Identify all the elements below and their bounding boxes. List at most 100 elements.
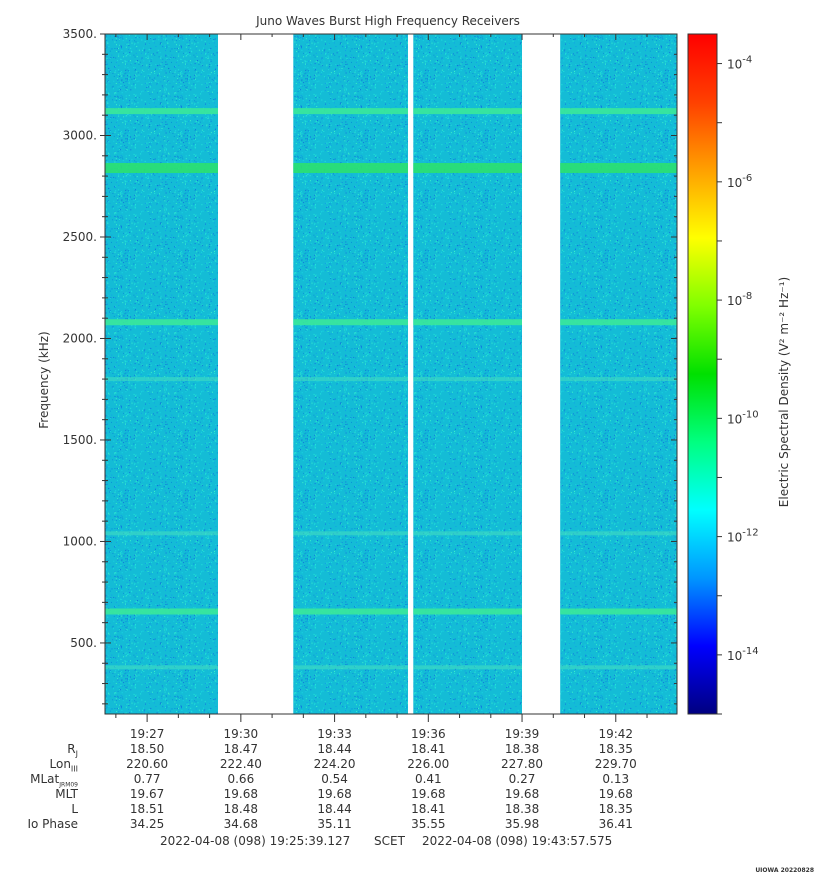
ephemeris-label: MLatJRM09 [30, 772, 78, 789]
emission-band-1 [104, 108, 218, 115]
colorbar-tick-label: 10-6 [727, 173, 752, 190]
ephemeris-value: 0.27 [508, 772, 536, 786]
data-segment-4 [560, 34, 678, 714]
ephemeris-value: 0.77 [133, 772, 161, 786]
ephemeris-value: 19.68 [223, 787, 259, 801]
colorbar-tick-label: 10-10 [727, 409, 759, 426]
emission-band-5 [413, 531, 522, 536]
ephemeris-value: 18.35 [598, 742, 633, 756]
ephemeris-value: 229.70 [594, 757, 637, 771]
emission-band-5 [293, 531, 408, 536]
emission-band-1 [413, 108, 522, 115]
emission-band-3 [413, 319, 522, 326]
x-tick-label: 19:33 [317, 727, 352, 741]
ephemeris-value: 227.80 [501, 757, 544, 771]
x-tick-label: 19:36 [411, 727, 446, 741]
colorbar-tick-label: 10-14 [727, 646, 759, 663]
colorbar-tick-label: 10-8 [727, 291, 752, 308]
emission-band-7 [293, 665, 408, 670]
emission-band-7 [413, 665, 522, 670]
ephemeris-value: 18.47 [223, 742, 259, 756]
y-tick-label: 3500. [63, 27, 97, 41]
colorbar-label: Electric Spectral Density (V² m⁻² Hz⁻¹) [777, 277, 791, 507]
ephemeris-value: 18.41 [411, 802, 446, 816]
ephemeris-value: 18.50 [129, 742, 165, 756]
emission-band-4 [560, 377, 678, 382]
ephemeris-value: 18.35 [598, 802, 633, 816]
emission-band-4 [293, 377, 408, 382]
y-axis-label: Frequency (kHz) [37, 331, 51, 428]
emission-band-7 [560, 665, 678, 670]
emission-band-5 [104, 531, 218, 536]
x-axis: 19:27 19:30 19:33 19:36 19:39 19:42 [115, 34, 648, 741]
y-tick-label: 2000. [63, 331, 97, 345]
ephemeris-value: 18.41 [411, 742, 446, 756]
ephemeris-value: 222.40 [219, 757, 262, 771]
ephemeris-label: Io Phase [27, 817, 78, 831]
y-tick-label: 1500. [63, 433, 97, 447]
footer-end: 2022-04-08 (098) 19:43:57.575 [422, 834, 613, 848]
plot-frame [104, 33, 678, 715]
ephemeris-value: 19.68 [598, 787, 633, 801]
emission-band-1 [293, 108, 408, 115]
emission-band-2 [560, 163, 678, 173]
colorbar: 10-4 10-6 10-8 10-10 10-12 10-14 [687, 33, 759, 715]
emission-band-2 [293, 163, 408, 173]
footer-time-range: 2022-04-08 (098) 19:25:39.127 SCET 2022-… [0, 834, 815, 850]
data-segment-1 [104, 34, 218, 714]
emission-band-4 [413, 377, 522, 382]
ephemeris-value: 18.48 [223, 802, 259, 816]
data-segment-3 [413, 34, 522, 714]
emission-band-6 [293, 608, 408, 615]
x-tick-label: 19:39 [505, 727, 540, 741]
ephemeris-value: 19.67 [129, 787, 165, 801]
x-tick-label: 19:27 [130, 727, 165, 741]
ephemeris-value: 18.44 [317, 802, 352, 816]
ephemeris-value: 0.54 [321, 772, 348, 786]
emission-band-4 [104, 377, 218, 382]
x-tick-label: 19:42 [598, 727, 633, 741]
ephemeris-label: RJ [67, 742, 78, 759]
ephemeris-value: 35.55 [411, 817, 446, 831]
emission-band-6 [413, 608, 522, 615]
ephemeris-value: 19.68 [411, 787, 446, 801]
ephemeris-value: 18.38 [504, 802, 540, 816]
emission-band-6 [104, 608, 218, 615]
ephemeris-value: 36.41 [598, 817, 633, 831]
ephemeris-value: 226.00 [407, 757, 450, 771]
ephemeris-value: 18.44 [317, 742, 352, 756]
emission-band-2 [413, 163, 522, 173]
ephemeris-value: 19.68 [317, 787, 352, 801]
emission-band-2 [104, 163, 218, 173]
ephemeris-value: 0.66 [227, 772, 255, 786]
ephemeris-value: 18.38 [504, 742, 540, 756]
data-segment-2 [293, 34, 408, 714]
footer-scet: SCET [374, 834, 405, 848]
ephemeris-value: 224.20 [313, 757, 356, 771]
colorbar-tick-label: 10-12 [727, 528, 759, 545]
y-tick-label: 1000. [63, 534, 97, 548]
footer-start: 2022-04-08 (098) 19:25:39.127 [160, 834, 351, 848]
x-tick-label: 19:30 [224, 727, 259, 741]
ephemeris-label: LonIII [49, 757, 79, 774]
colorbar-scale [687, 33, 718, 715]
y-axis: 3500. 3000. 2500. 2000. 1500. 1000. 500. [63, 27, 677, 705]
ephemeris-label: L [71, 802, 78, 816]
colorbar-tick-label: 10-4 [727, 55, 752, 72]
ephemeris-value: 34.68 [223, 817, 259, 831]
ephemeris-value: 0.13 [602, 772, 630, 786]
emission-band-1 [560, 108, 678, 115]
ephemeris-value: 220.60 [126, 757, 169, 771]
ephemeris-value: 35.98 [504, 817, 540, 831]
y-tick-label: 500. [70, 636, 97, 650]
ephemeris-value: 19.68 [504, 787, 540, 801]
emission-band-5 [560, 531, 678, 536]
ephemeris-value: 0.41 [414, 772, 442, 786]
ephemeris-value: 18.51 [129, 802, 165, 816]
plot-area [104, 33, 678, 715]
ephemeris-label: MLT [55, 787, 78, 801]
y-tick-label: 3000. [63, 128, 97, 142]
emission-band-7 [104, 665, 218, 670]
stamp: UIOWA 20220828 [755, 867, 814, 874]
